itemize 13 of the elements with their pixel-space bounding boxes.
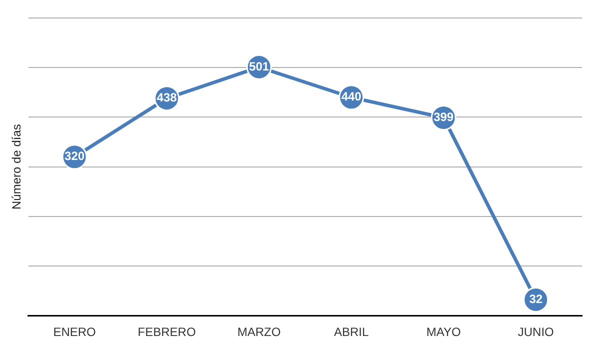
x-tick-label: ENERO (53, 325, 96, 340)
x-tick-label: MAYO (426, 325, 461, 340)
data-label: 320 (64, 149, 85, 164)
x-tick-label: ABRIL (334, 325, 369, 340)
data-label: 399 (434, 110, 454, 124)
y-axis-title: Número de días (10, 124, 24, 210)
data-label: 440 (341, 90, 362, 104)
x-tick-label: MARZO (237, 325, 281, 340)
data-label: 32 (529, 292, 543, 306)
data-label: 438 (156, 90, 178, 105)
x-tick-label: JUNIO (518, 325, 554, 340)
x-tick-label: FEBRERO (138, 325, 196, 340)
data-label: 501 (249, 59, 270, 74)
